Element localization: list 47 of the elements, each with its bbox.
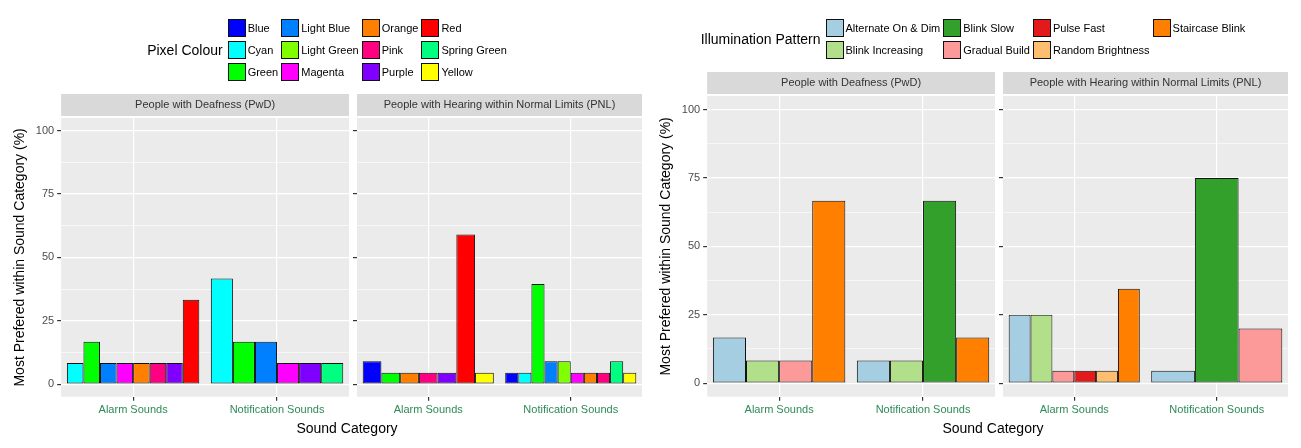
legend-label: Blink Slow [963,22,1015,34]
legend-title: Illumination Pattern [700,31,821,47]
x-axis-title: Sound Category [941,420,1045,438]
y-tick-label: 50 [41,250,55,263]
chart-title: People with Hearing within Normal Limits (PNL) [383,98,616,111]
y-tick-label: 100 [35,123,55,136]
legend-label: Light Blue [301,22,351,34]
legend-label: Spring Green [441,44,507,56]
legend-label: Gradual Build [963,44,1030,56]
y-axis-title: Most Prefered within Sound Category (%) [11,128,28,387]
legend-label: Alternate On & Dim [845,22,941,34]
y-tick-label: 50 [687,239,701,252]
x-tick-label: Notification Sounds [1169,403,1265,416]
y-tick-label: 25 [41,313,55,326]
y-tick-label: 0 [694,376,701,389]
legend-label: Light Green [301,44,359,56]
legend-label: Random Brightness [1052,44,1150,56]
x-tick-label: Notification Sounds [229,403,325,416]
x-tick-label: Alarm Sounds [744,403,815,416]
legend-label: Blue [247,22,270,34]
legend-label: Green [247,66,279,78]
x-tick-label: Alarm Sounds [393,403,464,416]
x-axis-title: Sound Category [295,420,399,438]
y-tick-label: 25 [687,307,701,320]
y-axis-title: Most Prefered within Sound Category (%) [657,117,674,376]
legend-label: Yellow [441,66,473,78]
legend-label: Pulse Fast [1052,22,1105,34]
legend-label: Pink [381,44,404,56]
y-tick-label: 75 [687,171,701,184]
legend-title: Pixel Colour [147,42,223,58]
legend-label: Magenta [301,66,345,78]
y-tick-label: 0 [48,377,55,390]
y-tick-label: 100 [681,102,701,115]
legend-label: Orange [381,22,419,34]
legend-label: Blink Increasing [845,44,924,56]
x-tick-label: Alarm Sounds [1039,403,1110,416]
legend-label: Cyan [247,44,274,56]
legend-label: Purple [381,66,414,78]
x-tick-label: Notification Sounds [875,403,971,416]
legend-label: Staircase Blink [1172,22,1246,34]
x-tick-label: Alarm Sounds [98,403,169,416]
chart-title: People with Deafness (PwD) [781,76,922,89]
y-tick-label: 75 [41,187,55,200]
legend-label: Red [441,22,462,34]
chart-title: People with Deafness (PwD) [135,98,276,111]
x-tick-label: Notification Sounds [523,403,619,416]
chart-title: People with Hearing within Normal Limits (PNL) [1029,76,1262,89]
